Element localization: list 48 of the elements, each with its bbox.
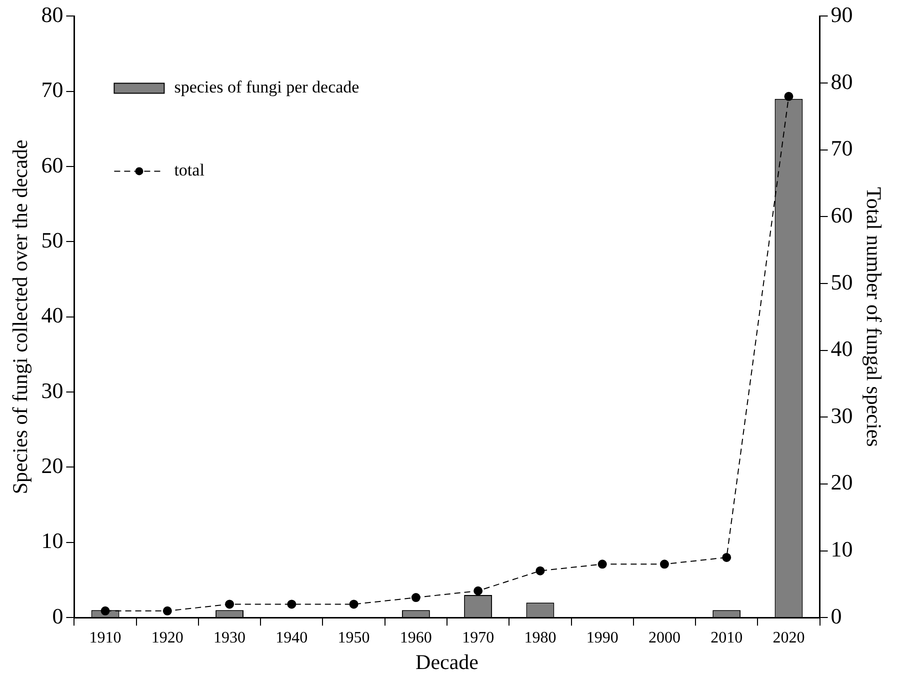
- y2-tick-label: 0: [830, 603, 842, 628]
- y2-tick-label: 60: [830, 202, 853, 228]
- x-tick-label: 1980: [524, 629, 556, 646]
- y-tick-label: 10: [41, 528, 64, 554]
- y-tick-label: 80: [41, 2, 64, 27]
- y-tick-label: 60: [41, 152, 64, 178]
- point: [598, 560, 607, 569]
- y2-tick-label: 70: [830, 136, 853, 161]
- point: [660, 560, 669, 569]
- y2-axis-title: Total number of fungal species: [862, 187, 886, 447]
- x-axis-title: Decade: [416, 650, 478, 674]
- x-tick-label: 1930: [214, 629, 246, 646]
- x-tick-label: 1940: [276, 629, 308, 646]
- y2-tick-label: 50: [830, 269, 853, 294]
- y2-tick-label: 20: [830, 470, 853, 495]
- point: [411, 593, 420, 602]
- point: [722, 552, 732, 562]
- y2-tick-label: 90: [830, 2, 853, 27]
- y-tick-label: 70: [41, 77, 64, 102]
- x-tick-label: 1970: [462, 629, 494, 646]
- y-tick-label: 30: [41, 378, 64, 403]
- y2-tick-label: 40: [830, 336, 853, 362]
- point: [536, 566, 545, 576]
- x-tick-label: 1960: [400, 629, 432, 646]
- point: [100, 606, 110, 616]
- x-tick-label: 2000: [648, 629, 680, 646]
- x-tick-label: 1910: [89, 629, 122, 646]
- y-axis-title: Species of fungi collected over the decade: [8, 140, 32, 494]
- point: [162, 606, 172, 616]
- y-tick-label: 0: [52, 603, 64, 628]
- x-tick-label: 1920: [151, 629, 184, 646]
- y-tick-label: 50: [41, 228, 64, 253]
- legend-label: total: [174, 160, 205, 180]
- x-tick-label: 1990: [586, 629, 618, 646]
- y-tick-label: 40: [41, 302, 64, 328]
- x-tick-label: 2020: [772, 629, 805, 646]
- y-tick-label: 20: [41, 453, 64, 478]
- y2-tick-label: 30: [830, 402, 853, 428]
- x-tick-label: 1950: [338, 629, 370, 646]
- point: [349, 600, 358, 609]
- point: [225, 600, 234, 609]
- point: [474, 586, 483, 596]
- point: [784, 92, 794, 101]
- y2-tick-label: 10: [830, 536, 853, 562]
- y2-tick-label: 80: [830, 68, 853, 94]
- point: [287, 600, 296, 609]
- legend-label: species of fungi per decade: [174, 78, 360, 97]
- x-tick-label: 2010: [710, 629, 743, 646]
